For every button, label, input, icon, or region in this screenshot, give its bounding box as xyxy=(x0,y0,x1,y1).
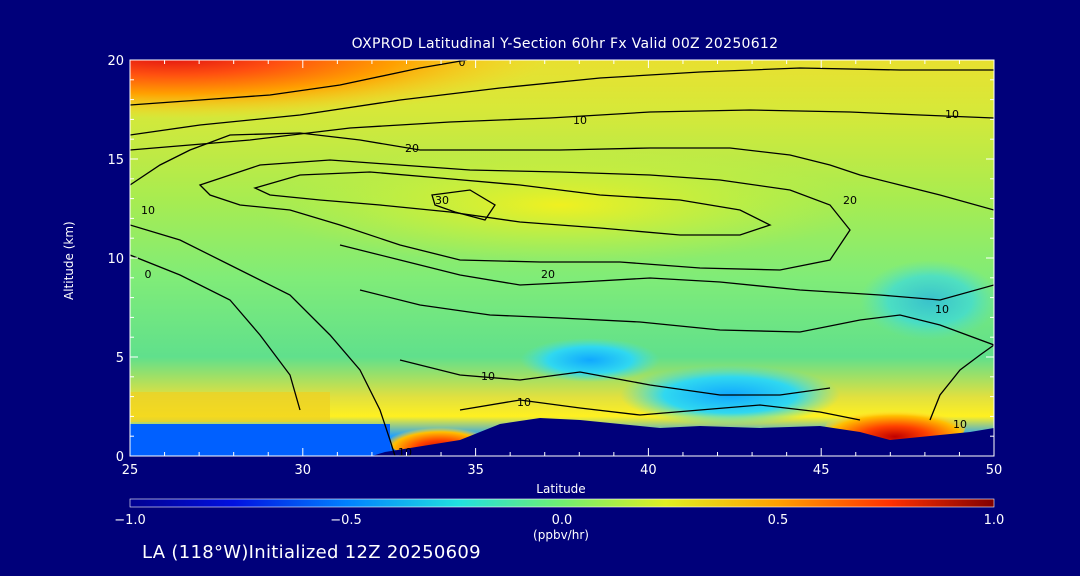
contour-label: 0 xyxy=(459,56,466,69)
contour-label: 30 xyxy=(435,194,449,207)
contour-label: 20 xyxy=(843,194,857,207)
axis-tick-labels: 25 30 35 40 45 50 0 5 10 15 20 xyxy=(107,54,1002,478)
low-blue-patch-2 xyxy=(520,338,660,382)
colorbar-tick-label: 0.5 xyxy=(768,513,789,528)
colorbar-tick-label: −1.0 xyxy=(114,513,146,528)
x-tick-label: 45 xyxy=(813,463,830,478)
colorbar-tick-label: 0.0 xyxy=(552,513,573,528)
y-tick-label: 15 xyxy=(107,153,124,168)
contour-label: 0 xyxy=(145,268,152,281)
colorbar xyxy=(129,498,995,508)
contour-labels: 0 10 10 20 30 20 10 0 10 20 10 10 10 10 xyxy=(141,56,967,459)
x-tick-label: 30 xyxy=(295,463,312,478)
y-tick-label: 10 xyxy=(107,252,124,267)
contour-label: 10 xyxy=(481,370,495,383)
x-axis-label: Latitude xyxy=(536,482,586,496)
colorbar-tick-label: −0.5 xyxy=(330,513,362,528)
east-teal-patch xyxy=(860,260,994,340)
x-tick-label: 25 xyxy=(122,463,139,478)
contour-lines xyxy=(130,60,994,456)
plot-area: 0 10 10 20 30 20 10 0 10 20 10 10 10 10 xyxy=(130,56,994,459)
x-tick-label: 50 xyxy=(986,463,1003,478)
y-axis-label: Altitude (km) xyxy=(62,221,76,300)
contour-label: 10 xyxy=(953,418,967,431)
contour-label: 10 xyxy=(517,396,531,409)
surface-yellow-band xyxy=(130,392,330,422)
footer-run-info: LA (118°W)Initialized 12Z 20250609 xyxy=(142,542,481,563)
terrain xyxy=(372,418,994,456)
contour-label: 20 xyxy=(541,268,555,281)
contour-label: 10 xyxy=(573,114,587,127)
contour-label: 10 xyxy=(945,108,959,121)
high-altitude-red-region xyxy=(130,60,550,126)
contour-label: 10 xyxy=(935,303,949,316)
y-tick-label: 0 xyxy=(116,450,124,465)
contour-label: 20 xyxy=(405,142,419,155)
y-tick-label: 5 xyxy=(116,351,124,366)
x-tick-label: 40 xyxy=(640,463,657,478)
colorbar-unit-label: (ppbv/hr) xyxy=(533,528,589,542)
chart-title: OXPROD Latitudinal Y-Section 60hr Fx Val… xyxy=(351,36,779,52)
x-tick-label: 35 xyxy=(467,463,484,478)
surface-blue-band xyxy=(130,424,390,456)
contour-label: 10 xyxy=(398,446,412,459)
y-tick-label: 20 xyxy=(107,54,124,69)
colorbar-tick-labels: −1.0 −0.5 0.0 0.5 1.0 xyxy=(114,513,1004,528)
colorbar-tick-label: 1.0 xyxy=(984,513,1005,528)
axis-ticks xyxy=(129,59,995,457)
contour-label: 10 xyxy=(141,204,155,217)
